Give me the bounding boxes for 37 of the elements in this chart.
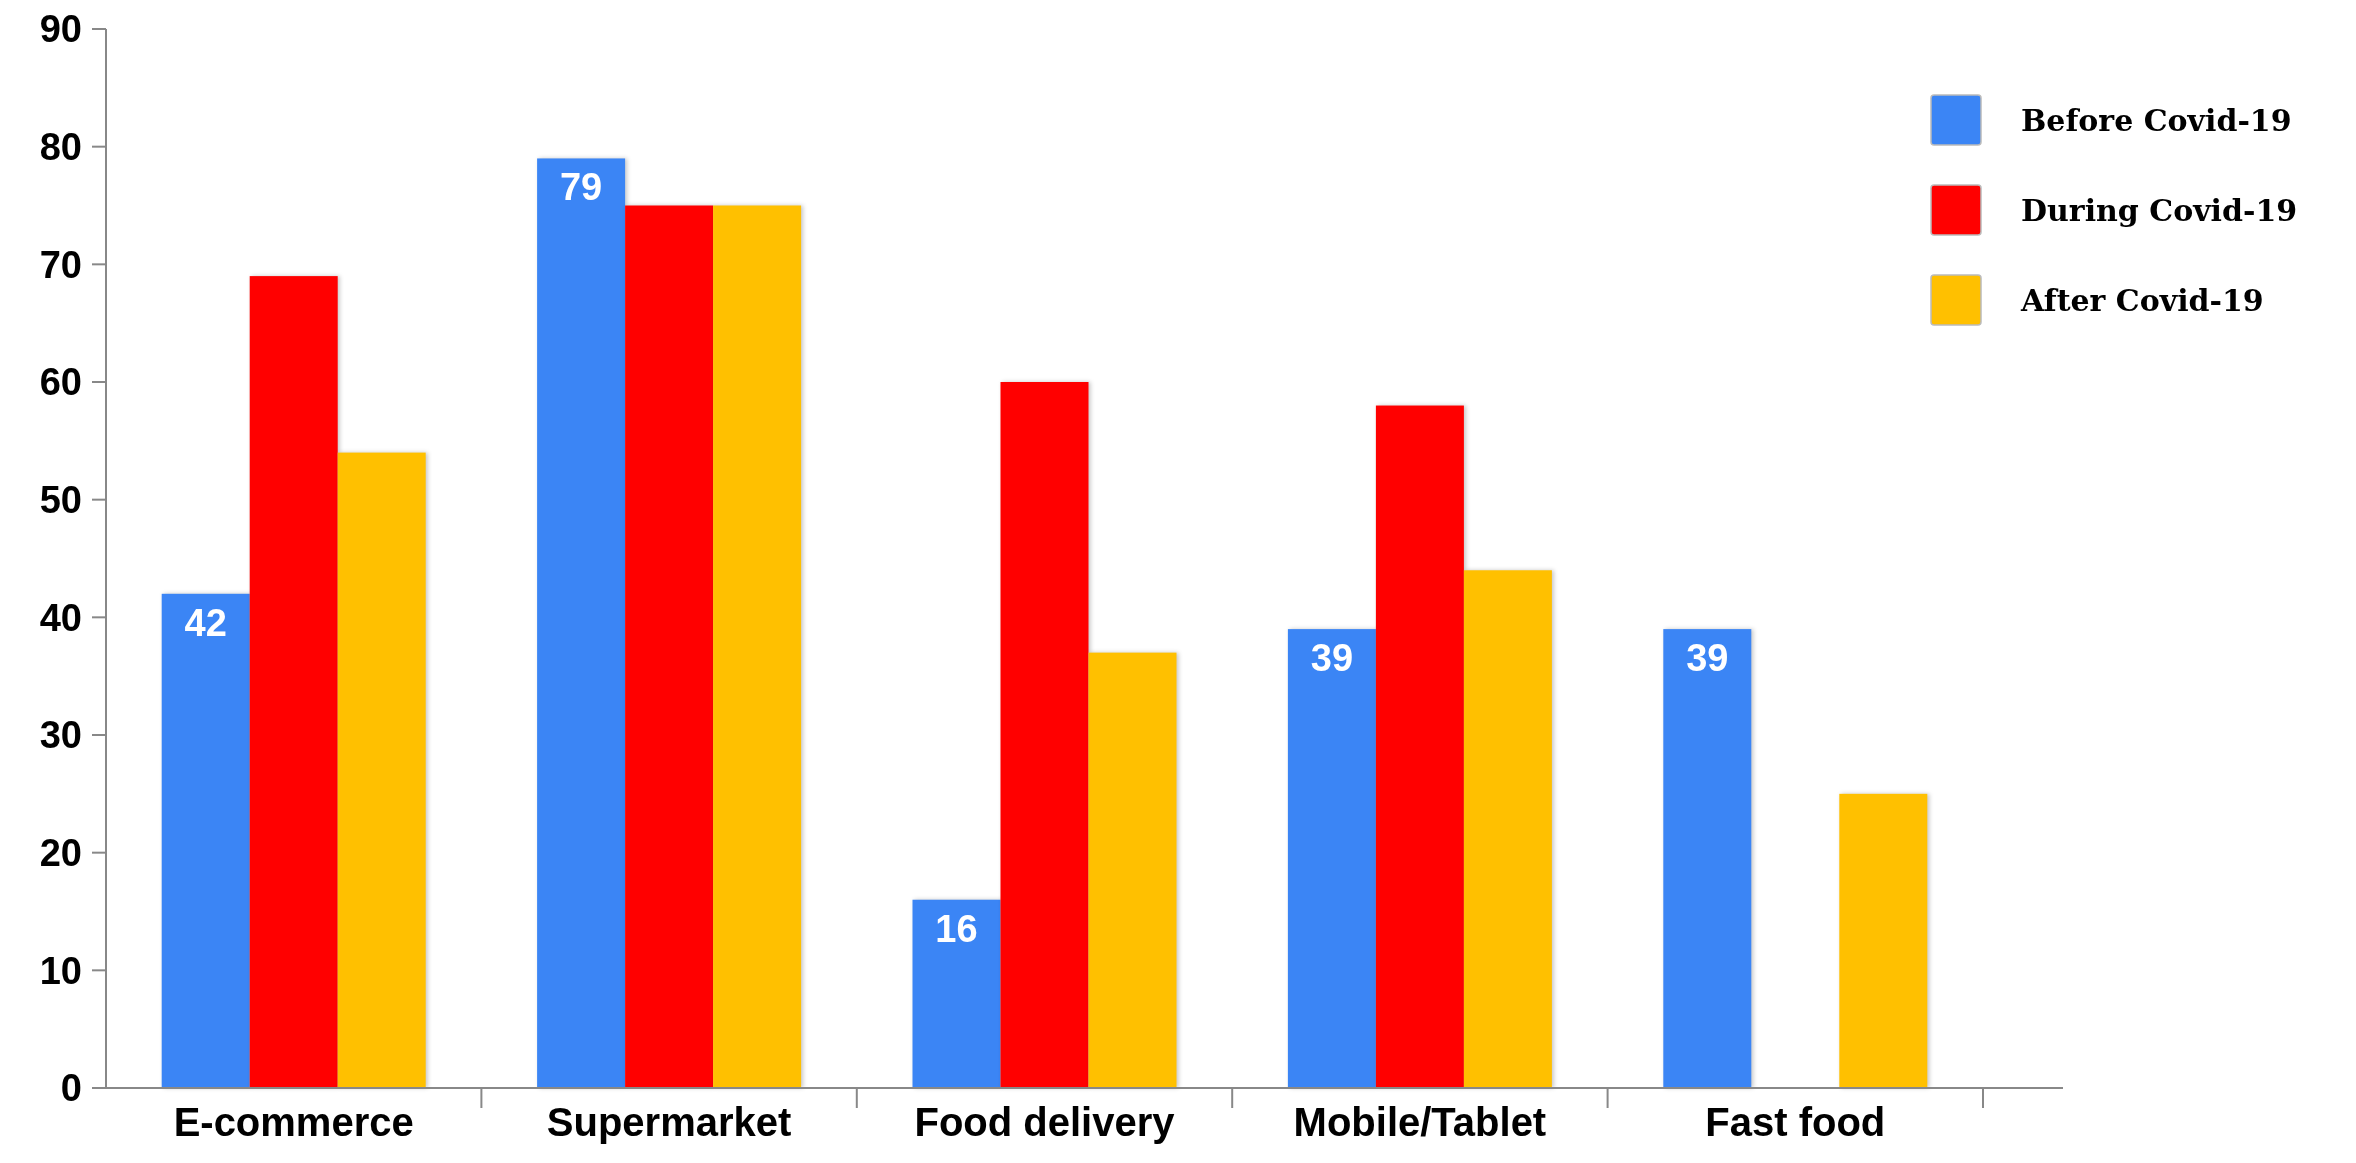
y-tick-label: 0 — [60, 1067, 82, 1110]
bar — [161, 593, 250, 1088]
bar — [912, 899, 1001, 1088]
bar — [249, 276, 338, 1088]
bar — [625, 205, 714, 1088]
bar — [1375, 405, 1464, 1088]
y-tick-label: 80 — [39, 125, 82, 168]
x-tick-label: Supermarket — [546, 1100, 792, 1144]
y-tick-label: 10 — [39, 949, 82, 992]
bar — [1839, 793, 1928, 1088]
x-tick-label: Mobile/Tablet — [1293, 1100, 1547, 1144]
legend-label: After Covid-19 — [2020, 282, 2264, 318]
y-tick-label: 60 — [39, 361, 82, 404]
bar — [1287, 629, 1376, 1088]
y-tick-label: 50 — [39, 478, 82, 521]
bar — [713, 205, 802, 1088]
data-label: 42 — [184, 601, 227, 644]
data-label: 39 — [1310, 637, 1354, 680]
legend-label: Before Covid-19 — [2021, 102, 2292, 138]
y-tick-label: 20 — [39, 831, 82, 874]
data-label: 79 — [559, 166, 603, 209]
y-tick-label: 70 — [39, 243, 82, 286]
x-tick-label: E-commerce — [173, 1100, 414, 1144]
bar — [1088, 652, 1177, 1088]
legend-label: During Covid-19 — [2021, 192, 2298, 228]
bar — [1000, 382, 1089, 1088]
bar — [1663, 629, 1752, 1088]
y-tick-label: 30 — [39, 714, 82, 757]
x-tick-label: Fast food — [1705, 1100, 1886, 1144]
y-tick-label: 40 — [39, 596, 82, 639]
data-label: 39 — [1686, 637, 1729, 680]
y-tick-label: 90 — [39, 8, 82, 51]
bar — [537, 158, 626, 1088]
bar — [1463, 570, 1552, 1088]
data-label: 16 — [935, 907, 978, 950]
bar — [337, 452, 426, 1088]
x-tick-label: Food delivery — [914, 1100, 1176, 1144]
